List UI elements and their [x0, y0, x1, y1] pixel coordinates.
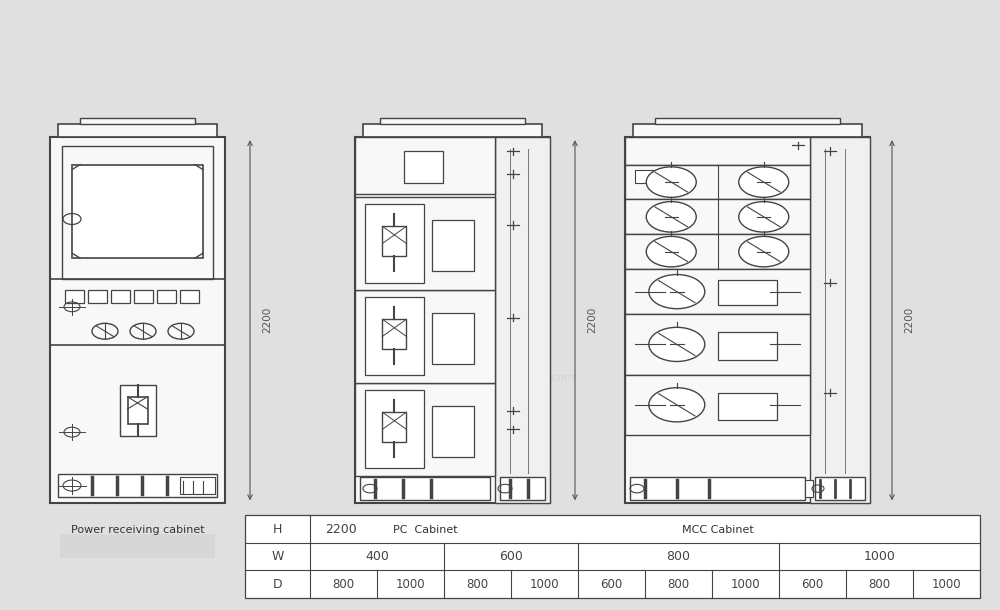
- Bar: [355, 197, 495, 290]
- Text: 2200: 2200: [587, 307, 597, 334]
- Text: 1000: 1000: [932, 578, 961, 590]
- Bar: [382, 319, 406, 349]
- Bar: [470, 523, 492, 534]
- Bar: [58, 474, 217, 497]
- Bar: [625, 137, 810, 165]
- Bar: [355, 137, 495, 194]
- Bar: [355, 383, 495, 476]
- Bar: [625, 314, 810, 375]
- Bar: [65, 290, 84, 303]
- Bar: [815, 477, 865, 500]
- Circle shape: [739, 237, 789, 267]
- Bar: [50, 137, 225, 503]
- Bar: [625, 375, 810, 435]
- Text: H: H: [273, 523, 282, 536]
- Bar: [495, 137, 550, 503]
- Circle shape: [739, 167, 789, 198]
- Bar: [630, 477, 805, 500]
- Bar: [718, 332, 777, 359]
- Text: 2200: 2200: [325, 523, 357, 536]
- Bar: [180, 290, 199, 303]
- Bar: [120, 385, 156, 437]
- Bar: [432, 313, 474, 364]
- Bar: [625, 234, 810, 269]
- Bar: [180, 477, 215, 494]
- Text: Power receiving cabinet: Power receiving cabinet: [71, 525, 204, 534]
- Text: 1000: 1000: [530, 578, 559, 590]
- Bar: [355, 290, 495, 383]
- Circle shape: [646, 167, 696, 198]
- Bar: [404, 151, 443, 182]
- Text: 400: 400: [365, 550, 389, 563]
- Text: 1000: 1000: [864, 550, 895, 563]
- Bar: [500, 477, 545, 500]
- Text: 1000: 1000: [396, 578, 425, 590]
- Text: 800: 800: [667, 578, 690, 590]
- Circle shape: [739, 202, 789, 232]
- Text: 600: 600: [600, 578, 623, 590]
- Bar: [380, 118, 525, 124]
- Bar: [365, 204, 424, 282]
- Bar: [625, 199, 810, 234]
- Bar: [625, 137, 870, 503]
- Bar: [432, 220, 474, 271]
- Bar: [88, 290, 107, 303]
- Bar: [432, 406, 474, 458]
- Bar: [382, 226, 406, 256]
- Bar: [62, 146, 213, 279]
- Bar: [365, 298, 424, 375]
- Text: 800: 800: [666, 550, 690, 563]
- Text: 600: 600: [499, 550, 523, 563]
- Circle shape: [646, 237, 696, 267]
- Text: MCC Cabinet: MCC Cabinet: [682, 525, 753, 534]
- Bar: [810, 137, 870, 503]
- Bar: [360, 477, 490, 500]
- Bar: [625, 269, 810, 314]
- Circle shape: [646, 202, 696, 232]
- Text: 800: 800: [466, 578, 489, 590]
- Bar: [111, 290, 130, 303]
- Bar: [625, 165, 810, 199]
- Bar: [718, 393, 777, 420]
- Bar: [60, 534, 215, 558]
- Bar: [776, 523, 798, 534]
- Text: huaying0511.bossgoo.com: huaying0511.bossgoo.com: [425, 373, 575, 383]
- Text: 800: 800: [868, 578, 891, 590]
- Text: 600: 600: [801, 578, 824, 590]
- Bar: [805, 480, 813, 497]
- Text: W: W: [271, 550, 284, 563]
- Bar: [718, 281, 777, 305]
- Text: D: D: [273, 578, 282, 590]
- Bar: [58, 124, 217, 137]
- Bar: [355, 137, 550, 503]
- Bar: [80, 118, 195, 124]
- Bar: [157, 290, 176, 303]
- Circle shape: [649, 274, 705, 309]
- Text: 2200: 2200: [262, 307, 272, 334]
- Bar: [633, 124, 862, 137]
- Circle shape: [649, 328, 705, 362]
- Bar: [363, 124, 542, 137]
- Bar: [128, 397, 148, 425]
- Bar: [635, 170, 653, 183]
- Text: 800: 800: [332, 578, 355, 590]
- Bar: [134, 290, 153, 303]
- Text: 1000: 1000: [731, 578, 760, 590]
- Bar: [382, 412, 406, 442]
- Bar: [245, 515, 980, 598]
- Text: 2200: 2200: [904, 307, 914, 334]
- Bar: [365, 390, 424, 468]
- Bar: [72, 165, 203, 258]
- Bar: [655, 118, 840, 124]
- Circle shape: [649, 388, 705, 422]
- Text: PC  Cabinet: PC Cabinet: [393, 525, 457, 534]
